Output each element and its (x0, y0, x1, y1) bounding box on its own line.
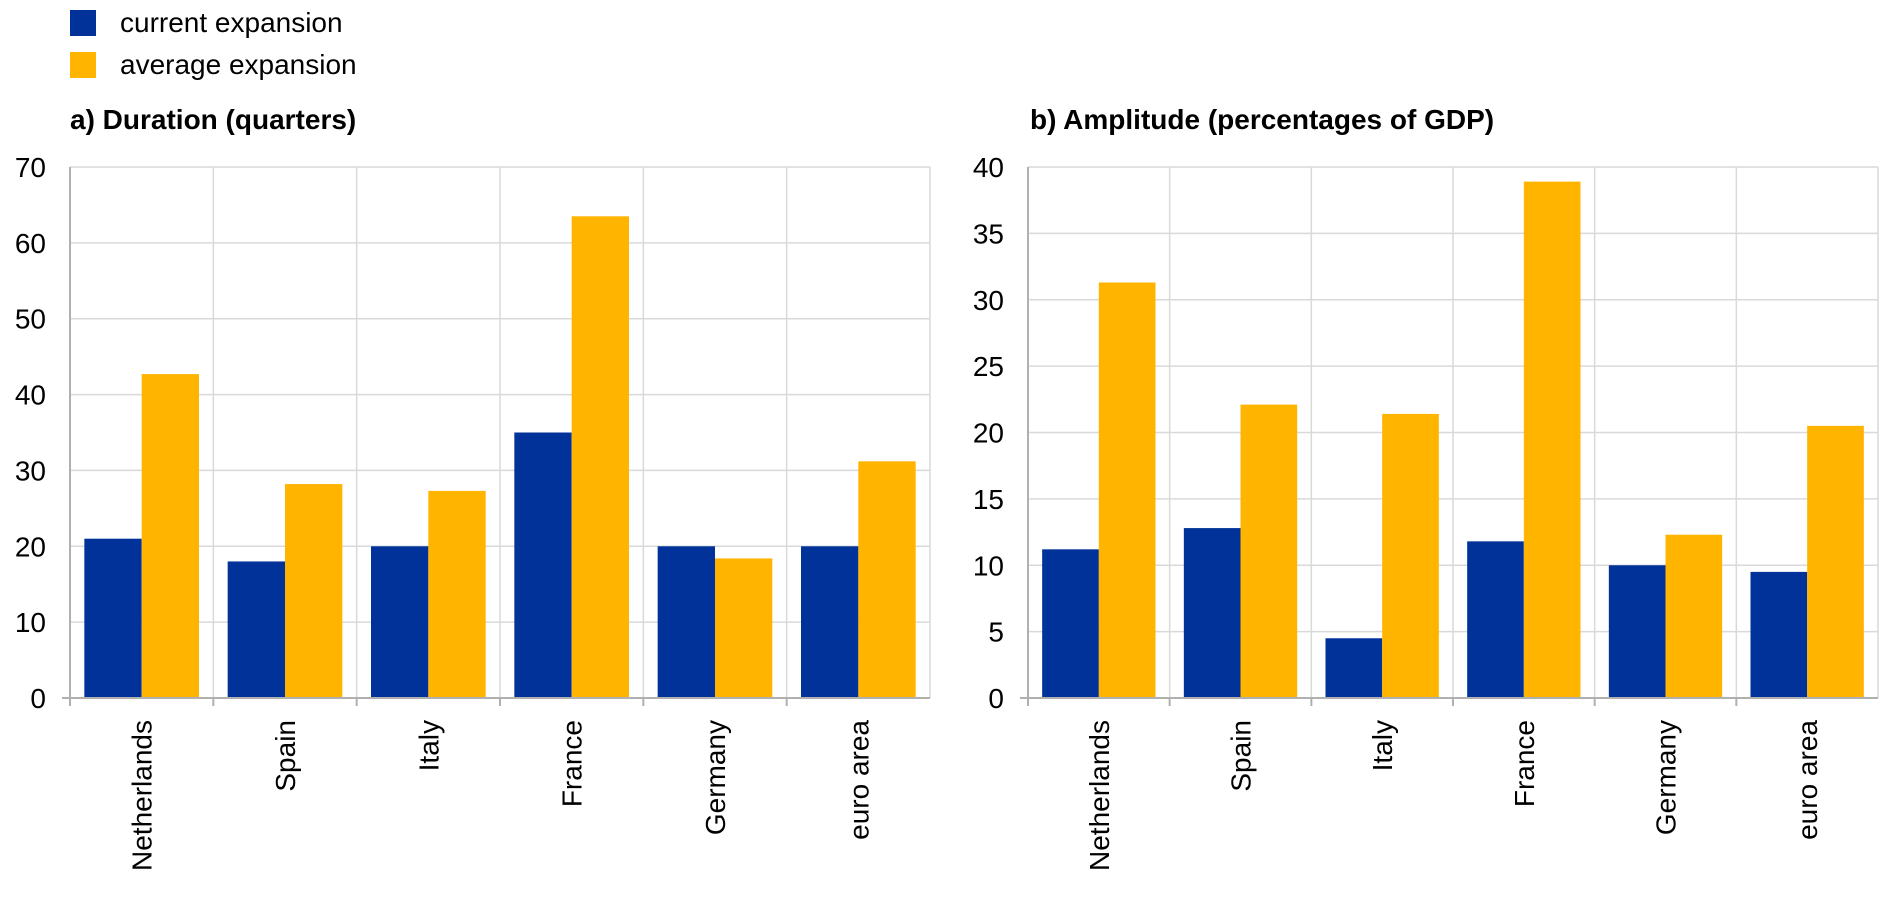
chart-b-bar-average (1523, 181, 1581, 699)
legend-label-current: current expansion (120, 7, 343, 38)
chart-b-category-label: euro area (1792, 720, 1823, 840)
chart-b-bar-average (1240, 404, 1298, 698)
chart-a-bar-average (428, 490, 486, 698)
chart-b-category-label: Spain (1226, 720, 1257, 792)
chart-b-ytick-label: 40 (973, 152, 1004, 183)
chart-a-bar-average (715, 558, 773, 698)
chart-b-bar-current (1750, 571, 1808, 698)
chart-a-bar-average (571, 216, 629, 699)
chart-a-title: a) Duration (quarters) (70, 104, 357, 135)
chart-a-bar-current (801, 546, 859, 698)
chart-a-category-label: Italy (413, 720, 444, 771)
chart-b-bar-current (1608, 565, 1666, 698)
chart-a-ytick-label: 0 (30, 683, 46, 714)
chart-b-ytick-label: 10 (973, 550, 1004, 581)
chart-b-bar-current (1183, 528, 1241, 698)
chart-b-ytick-label: 25 (973, 351, 1004, 382)
chart-a-bar-current (514, 432, 572, 698)
chart-legend: current expansion average expansion (70, 2, 357, 86)
legend-swatch-current (70, 10, 96, 36)
chart-b-ytick-label: 35 (973, 218, 1004, 249)
chart-b-ytick-label: 5 (988, 617, 1004, 648)
chart-b-ytick-label: 20 (973, 418, 1004, 449)
chart-a-bar-current (371, 546, 429, 698)
chart-a-ytick-label: 60 (15, 228, 46, 259)
chart-b-bar-current (1042, 549, 1099, 698)
legend-item-current: current expansion (70, 2, 357, 44)
chart-b-bar-average (1382, 413, 1439, 698)
chart-b-bar-average (1098, 282, 1156, 698)
chart-a-ytick-label: 40 (15, 380, 46, 411)
chart-a-bar-current (227, 561, 285, 698)
chart-a-ytick-label: 10 (15, 607, 46, 638)
chart-a-ytick-label: 70 (15, 152, 46, 183)
chart-b-bar-average (1807, 425, 1864, 698)
chart-a-category-label: Germany (700, 720, 731, 835)
chart-a-bar-current (657, 546, 715, 698)
chart-a-ytick-label: 20 (15, 531, 46, 562)
chart-b-category-label: Netherlands (1084, 720, 1115, 871)
chart-a-category-label: Netherlands (127, 720, 158, 871)
chart-b-ytick-label: 0 (988, 683, 1004, 714)
chart-a-bar-average (285, 484, 343, 698)
chart-a-bar-average (858, 461, 916, 698)
legend-item-average: average expansion (70, 44, 357, 86)
chart-b-bar-average (1665, 534, 1723, 698)
chart-b-bar-current (1467, 541, 1524, 698)
chart-b-category-label: Germany (1651, 720, 1682, 835)
chart-a-bar-current (84, 538, 142, 698)
chart-b-category-label: France (1509, 720, 1540, 807)
chart-b-ytick-label: 15 (973, 484, 1004, 515)
chart-a-category-label: Spain (270, 720, 301, 792)
legend-label-average: average expansion (120, 49, 357, 80)
chart-b-bar-current (1325, 638, 1383, 698)
chart-b-title: b) Amplitude (percentages of GDP) (1030, 104, 1495, 135)
chart-a-ytick-label: 30 (15, 455, 46, 486)
chart-a-category-label: euro area (843, 720, 874, 840)
legend-swatch-average (70, 52, 96, 78)
chart-a-bar-average (141, 374, 199, 698)
chart-b-ytick-label: 30 (973, 285, 1004, 316)
chart-b-category-label: Italy (1367, 720, 1398, 771)
chart-a-ytick-label: 50 (15, 304, 46, 335)
chart-a-category-label: France (557, 720, 588, 807)
